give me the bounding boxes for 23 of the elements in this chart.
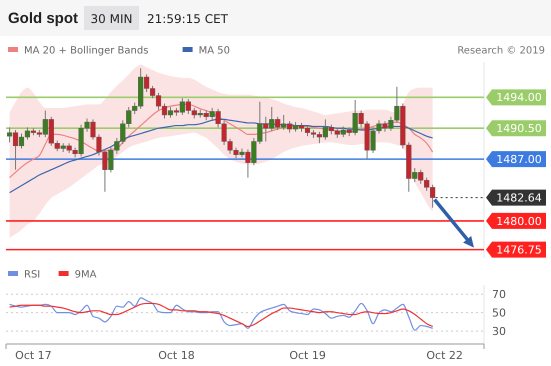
chart-title: Gold spot <box>8 10 78 27</box>
x-tick-label: Oct 19 <box>289 349 326 362</box>
y-tick-label: 50 <box>492 306 506 320</box>
y-tick-label: 1480.00 <box>496 214 542 228</box>
x-tick-label: Oct 22 <box>426 349 463 362</box>
legend-label: RSI <box>24 270 40 280</box>
legend-label: MA 20 + Bollinger Bands <box>24 46 148 56</box>
legend-label: 9MA <box>74 270 97 280</box>
text: 21:59:15 CET <box>147 12 229 26</box>
x-tick-label: Oct 17 <box>15 349 52 362</box>
legend-label: MA 50 <box>198 46 230 56</box>
y-tick-label: 1476.75 <box>496 243 542 256</box>
text: Research © 2019 <box>457 46 545 56</box>
y-tick-label: 1482.64 <box>496 191 542 204</box>
x-tick-label: Oct 18 <box>158 349 195 362</box>
y-tick-label: 1490.50 <box>496 122 542 136</box>
y-tick-label: 1487.00 <box>496 152 542 166</box>
text: 30 MIN <box>90 12 132 26</box>
y-tick-label: 1494.00 <box>496 91 542 104</box>
y-tick-label: 70 <box>492 288 506 302</box>
line-series <box>8 297 434 331</box>
y-tick-label: 30 <box>492 324 506 338</box>
line-series <box>8 302 434 328</box>
